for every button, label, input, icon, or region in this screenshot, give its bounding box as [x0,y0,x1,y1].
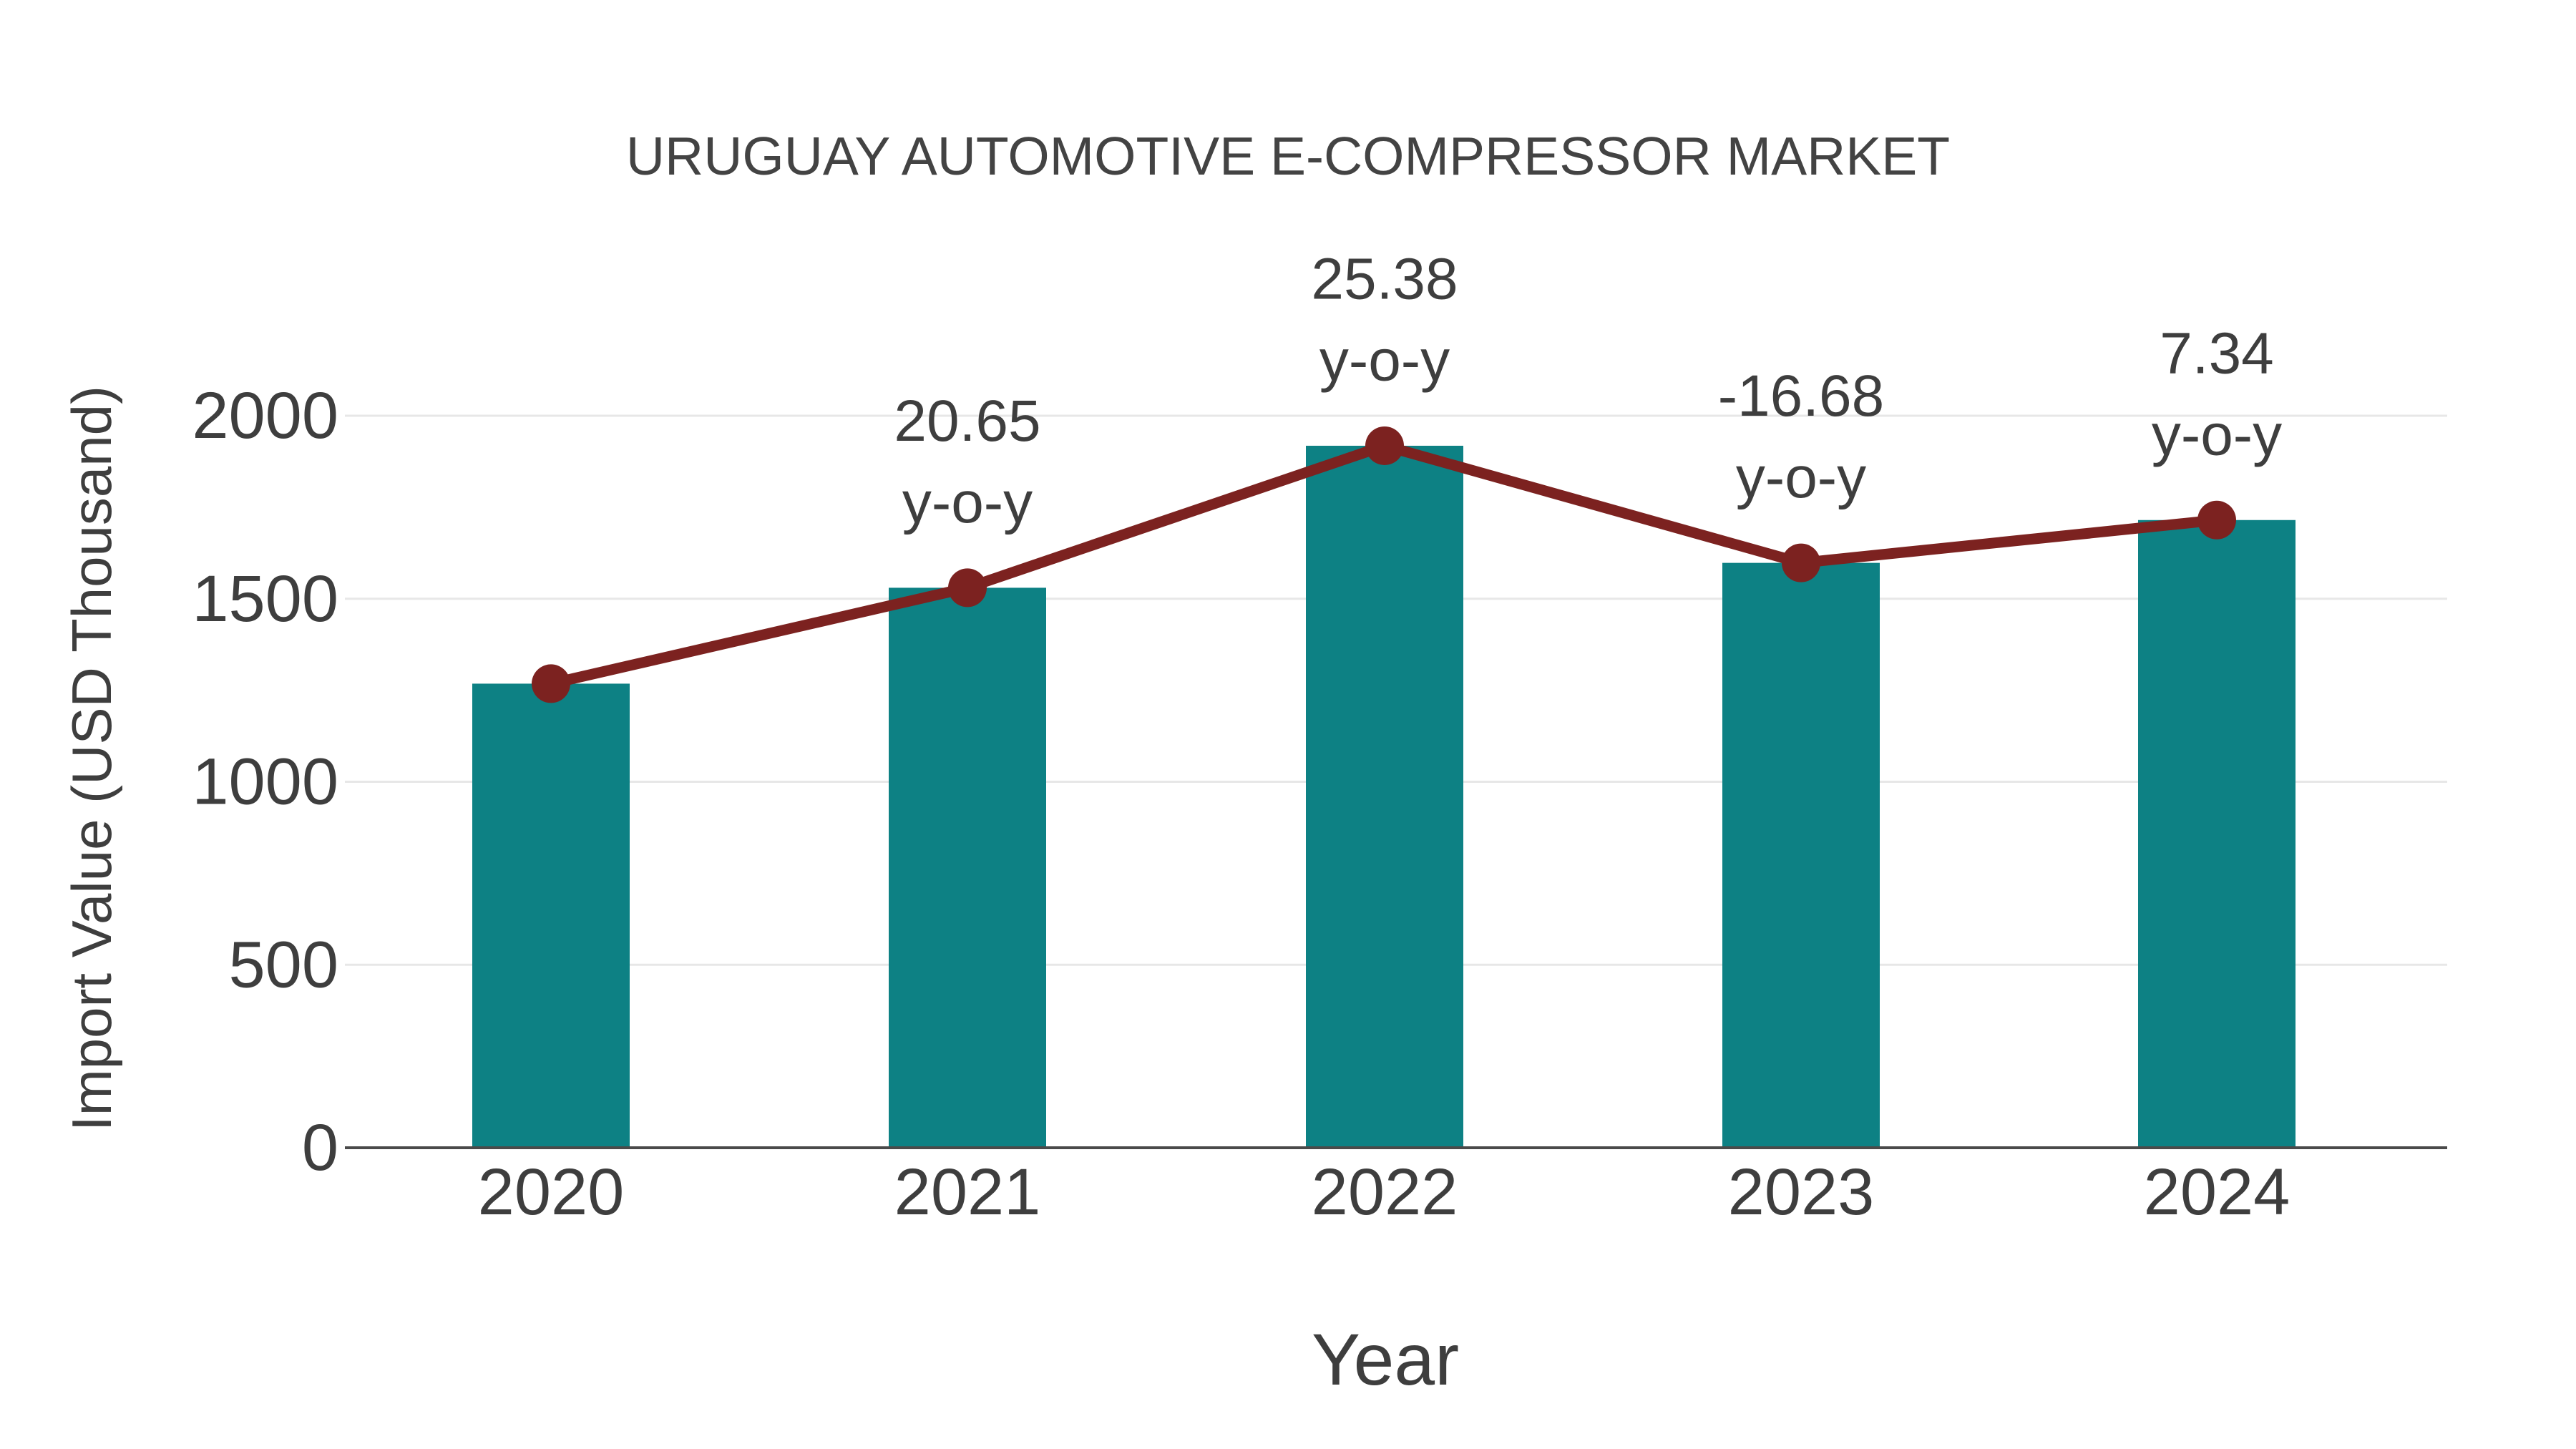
data-point-marker [2197,500,2236,540]
y-tick-label: 0 [302,1111,338,1184]
bar-layer [472,445,2296,1148]
annotation-unit: y-o-y [1736,445,1866,510]
tick-label-layer: 0 500 1000 1500 2000 2020 2021 2022 2023 2024 [192,379,2290,1229]
y-axis-label: Import Value (USD Thousand) [60,386,123,1131]
bar [1722,562,1880,1148]
x-axis-label: Year [1312,1319,1459,1400]
x-tick-label: 2020 [478,1156,625,1229]
y-tick-label: 2000 [192,379,338,452]
data-point-marker [532,664,570,703]
data-point-marker [1782,543,1820,582]
y-tick-label: 1000 [192,746,338,819]
y-tick-label: 1500 [192,562,338,635]
x-tick-label: 2024 [2144,1156,2290,1229]
annotation-unit: y-o-y [1319,328,1450,393]
x-tick-label: 2022 [1312,1156,1458,1229]
bar [889,587,1046,1148]
bar [1306,445,1463,1148]
x-tick-label: 2023 [1728,1156,1875,1229]
trend-line-layer [532,426,2236,703]
bar [472,683,630,1148]
chart-title: URUGUAY AUTOMOTIVE E-COMPRESSOR MARKET [626,126,1950,186]
annotation-value: 25.38 [1311,246,1458,311]
y-tick-label: 500 [229,928,339,1001]
data-point-marker [1365,426,1404,465]
data-point-marker [948,568,987,608]
bar [2138,519,2296,1148]
annotation-value: 7.34 [2160,321,2274,386]
annotation-layer: 20.65 y-o-y 25.38 y-o-y -16.68 y-o-y 7.34 y-o-y [894,246,2282,535]
annotation-value: -16.68 [1718,364,1885,429]
x-tick-label: 2021 [894,1156,1041,1229]
annotation-unit: y-o-y [2152,402,2282,467]
annotation-unit: y-o-y [902,470,1033,535]
annotation-value: 20.65 [894,389,1040,454]
